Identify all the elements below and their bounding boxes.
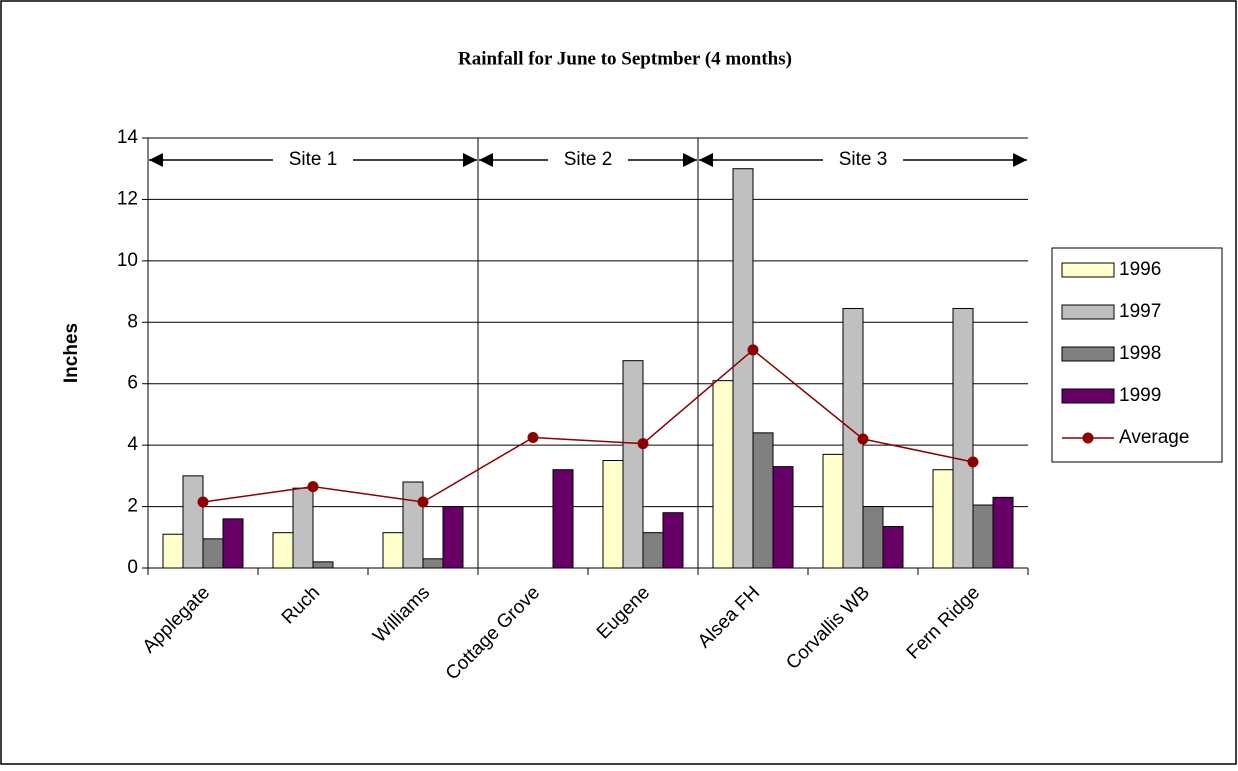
bar (992, 496, 1014, 569)
legend-swatch (1061, 346, 1115, 362)
bar (382, 532, 404, 569)
bar (712, 380, 734, 569)
legend-label: 1996 (1119, 259, 1161, 280)
average-marker (967, 456, 979, 468)
y-tick-label: 14 (117, 127, 139, 148)
legend-label: 1998 (1119, 343, 1161, 364)
average-line (202, 348, 974, 503)
y-tick-label: 0 (127, 557, 138, 578)
bar (752, 432, 774, 569)
average-marker (857, 433, 869, 445)
bar (442, 506, 464, 569)
bar (312, 561, 334, 569)
legend-label: Average (1119, 427, 1189, 448)
legend-swatch (1061, 304, 1115, 320)
bar (932, 469, 954, 569)
bar (972, 504, 994, 569)
average-marker (197, 496, 209, 508)
bar (182, 475, 204, 569)
y-tick-label: 8 (127, 311, 138, 332)
bar (292, 487, 314, 569)
site-label: Site 3 (839, 149, 888, 170)
bar (822, 453, 844, 569)
average-marker (417, 496, 429, 508)
legend-label: 1997 (1119, 301, 1161, 322)
bar (202, 538, 224, 569)
average-marker (637, 438, 649, 450)
average-marker (747, 344, 759, 356)
legend-swatch (1061, 388, 1115, 404)
bar (222, 518, 244, 569)
chart-title: Rainfall for June to Septmber (4 months) (458, 48, 792, 69)
bar (772, 466, 794, 569)
bar (732, 168, 754, 569)
bar (952, 307, 974, 569)
site-label: Site 1 (289, 149, 338, 170)
legend-swatch (1061, 262, 1115, 278)
y-tick-label: 4 (127, 434, 138, 455)
bar (642, 532, 664, 569)
bar (552, 469, 574, 569)
legend-swatch (1082, 432, 1094, 444)
bar (162, 533, 184, 569)
bar (882, 526, 904, 569)
average-marker (307, 481, 319, 493)
bar (662, 512, 684, 569)
y-tick-label: 6 (127, 373, 138, 394)
bar (422, 558, 444, 569)
bar (272, 532, 294, 569)
site-label: Site 2 (564, 149, 613, 170)
y-axis-label: Inches (61, 323, 82, 383)
bar (862, 506, 884, 569)
average-marker (527, 431, 539, 443)
y-tick-label: 12 (117, 188, 138, 209)
y-tick-label: 2 (127, 496, 138, 517)
y-tick-label: 10 (117, 250, 138, 271)
bar (402, 481, 424, 569)
bar (602, 460, 624, 569)
legend-label: 1999 (1119, 385, 1161, 406)
bar (622, 360, 644, 569)
